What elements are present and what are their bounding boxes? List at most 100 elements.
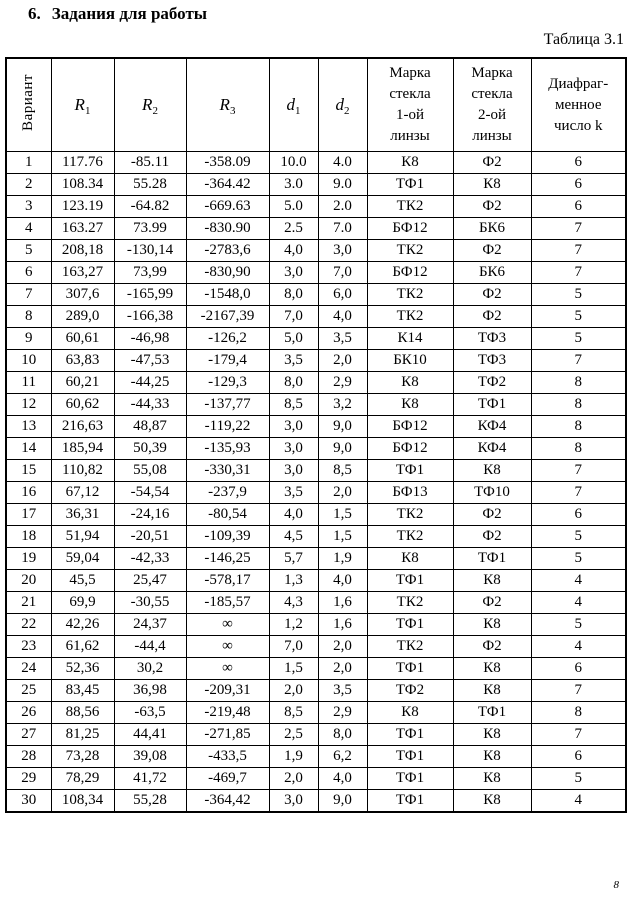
table-cell: Ф2 (452, 151, 532, 174)
table-cell: -63,5 (113, 701, 187, 724)
table-cell: 5,7 (268, 547, 319, 570)
table-cell: 8,0 (268, 283, 319, 306)
table-cell: 23 (5, 635, 52, 658)
table-cell: 8,0 (268, 371, 319, 394)
table-cell: 5 (5, 239, 52, 262)
table-row: 4 163.27 73.99 -830.90 2.5 7.0 БФ12 БК6 7 (5, 217, 627, 240)
table-cell: 5 (530, 547, 627, 570)
table-row: 18 51,94 -20,51 -109,39 4,5 1,5 ТК2 Ф2 5 (5, 525, 627, 548)
col-header-r3: R3 (185, 57, 270, 152)
table-cell: ТК2 (366, 503, 454, 526)
table-cell: ТК2 (366, 635, 454, 658)
table-cell: ТФ1 (452, 701, 532, 724)
table-cell: 3.0 (268, 173, 319, 196)
table-cell: 110,82 (50, 459, 115, 482)
table-cell: 4 (530, 569, 627, 592)
section-number: 6. (28, 4, 41, 23)
table-cell: 73,28 (50, 745, 115, 768)
table-cell: -129,3 (185, 371, 270, 394)
table-row: 28 73,28 39,08 -433,5 1,9 6,2 ТФ1 К8 6 (5, 745, 627, 768)
table-cell: 7.0 (317, 217, 368, 240)
table-cell: 108,34 (50, 789, 115, 813)
table-cell: 1 (5, 151, 52, 174)
table-cell: 3 (5, 195, 52, 218)
table-cell: 30 (5, 789, 52, 813)
table-cell: 1,2 (268, 613, 319, 636)
col-header-variant: Вариант (5, 57, 52, 152)
table-cell: 36,31 (50, 503, 115, 526)
table-cell: -119,22 (185, 415, 270, 438)
table-cell: 1,9 (317, 547, 368, 570)
table-cell: 7 (530, 239, 627, 262)
table-cell: -1548,0 (185, 283, 270, 306)
table-cell: ТФ1 (452, 393, 532, 416)
table-cell: 73,99 (113, 261, 187, 284)
table-cell: 7 (5, 283, 52, 306)
table-caption: Таблица 3.1 (543, 31, 624, 48)
table-cell: 4,0 (317, 305, 368, 328)
table-cell: ТФ3 (452, 327, 532, 350)
table-row: 24 52,36 30,2 ∞ 1,5 2,0 ТФ1 К8 6 (5, 657, 627, 680)
table-cell: 5 (530, 613, 627, 636)
table-cell: 6 (5, 261, 52, 284)
table-row: 29 78,29 41,72 -469,7 2,0 4,0 ТФ1 К8 5 (5, 767, 627, 790)
table-cell: 21 (5, 591, 52, 614)
section-title: 6. Задания для работы (28, 4, 207, 24)
table-cell: 50,39 (113, 437, 187, 460)
table-cell: 73.99 (113, 217, 187, 240)
table-cell: -165,99 (113, 283, 187, 306)
table-cell: 10.0 (268, 151, 319, 174)
table-cell: ТФ3 (452, 349, 532, 372)
table-cell: ТФ1 (366, 613, 454, 636)
table-cell: 41,72 (113, 767, 187, 790)
table-cell: 8 (530, 437, 627, 460)
table-cell: К8 (452, 723, 532, 746)
table-cell: К8 (366, 151, 454, 174)
table-cell: 52,36 (50, 657, 115, 680)
table-cell: Ф2 (452, 283, 532, 306)
table-row: 1 117.76 -85.11 -358.09 10.0 4.0 К8 Ф2 6 (5, 151, 627, 174)
table-cell: 1,5 (317, 503, 368, 526)
table-cell: -237,9 (185, 481, 270, 504)
table-row: 15 110,82 55,08 -330,31 3,0 8,5 ТФ1 К8 7 (5, 459, 627, 482)
table-cell: 25,47 (113, 569, 187, 592)
table-cell: ТФ2 (366, 679, 454, 702)
table-cell: 8,5 (268, 393, 319, 416)
col-header-r1: R1 (50, 57, 115, 152)
table-cell: 9,0 (317, 789, 368, 813)
table-cell: 19 (5, 547, 52, 570)
table-cell: 4,0 (268, 503, 319, 526)
table-cell: 3,0 (268, 789, 319, 813)
table-cell: 36,98 (113, 679, 187, 702)
table-cell: 6 (530, 503, 627, 526)
table-cell: 51,94 (50, 525, 115, 548)
table-cell: 8,0 (317, 723, 368, 746)
table-cell: К8 (452, 657, 532, 680)
table-cell: -44,33 (113, 393, 187, 416)
table-cell: 7 (530, 481, 627, 504)
table-cell: 4,0 (268, 239, 319, 262)
table-cell: ТФ1 (366, 789, 454, 813)
table-cell: -47,53 (113, 349, 187, 372)
table-cell: 29 (5, 767, 52, 790)
table-cell: -54,54 (113, 481, 187, 504)
table-cell: 26 (5, 701, 52, 724)
table-row: 5 208,18 -130,14 -2783,6 4,0 3,0 ТК2 Ф2 7 (5, 239, 627, 262)
table-cell: -24,16 (113, 503, 187, 526)
table-cell: 16 (5, 481, 52, 504)
table-row: 3 123.19 -64.82 -669.63 5.0 2.0 ТК2 Ф2 6 (5, 195, 627, 218)
table-cell: -44,4 (113, 635, 187, 658)
table-row: 19 59,04 -42,33 -146,25 5,7 1,9 К8 ТФ1 5 (5, 547, 627, 570)
table-cell: 1,9 (268, 745, 319, 768)
table-cell: 2,0 (268, 679, 319, 702)
table-cell: 7,0 (268, 305, 319, 328)
table-cell: 2,0 (268, 767, 319, 790)
table-cell: 1,3 (268, 569, 319, 592)
table-cell: -85.11 (113, 151, 187, 174)
table-cell: -64.82 (113, 195, 187, 218)
table-cell: Ф2 (452, 305, 532, 328)
table-cell: 59,04 (50, 547, 115, 570)
table-cell: 8 (5, 305, 52, 328)
table-cell: 5 (530, 283, 627, 306)
table-cell: 14 (5, 437, 52, 460)
